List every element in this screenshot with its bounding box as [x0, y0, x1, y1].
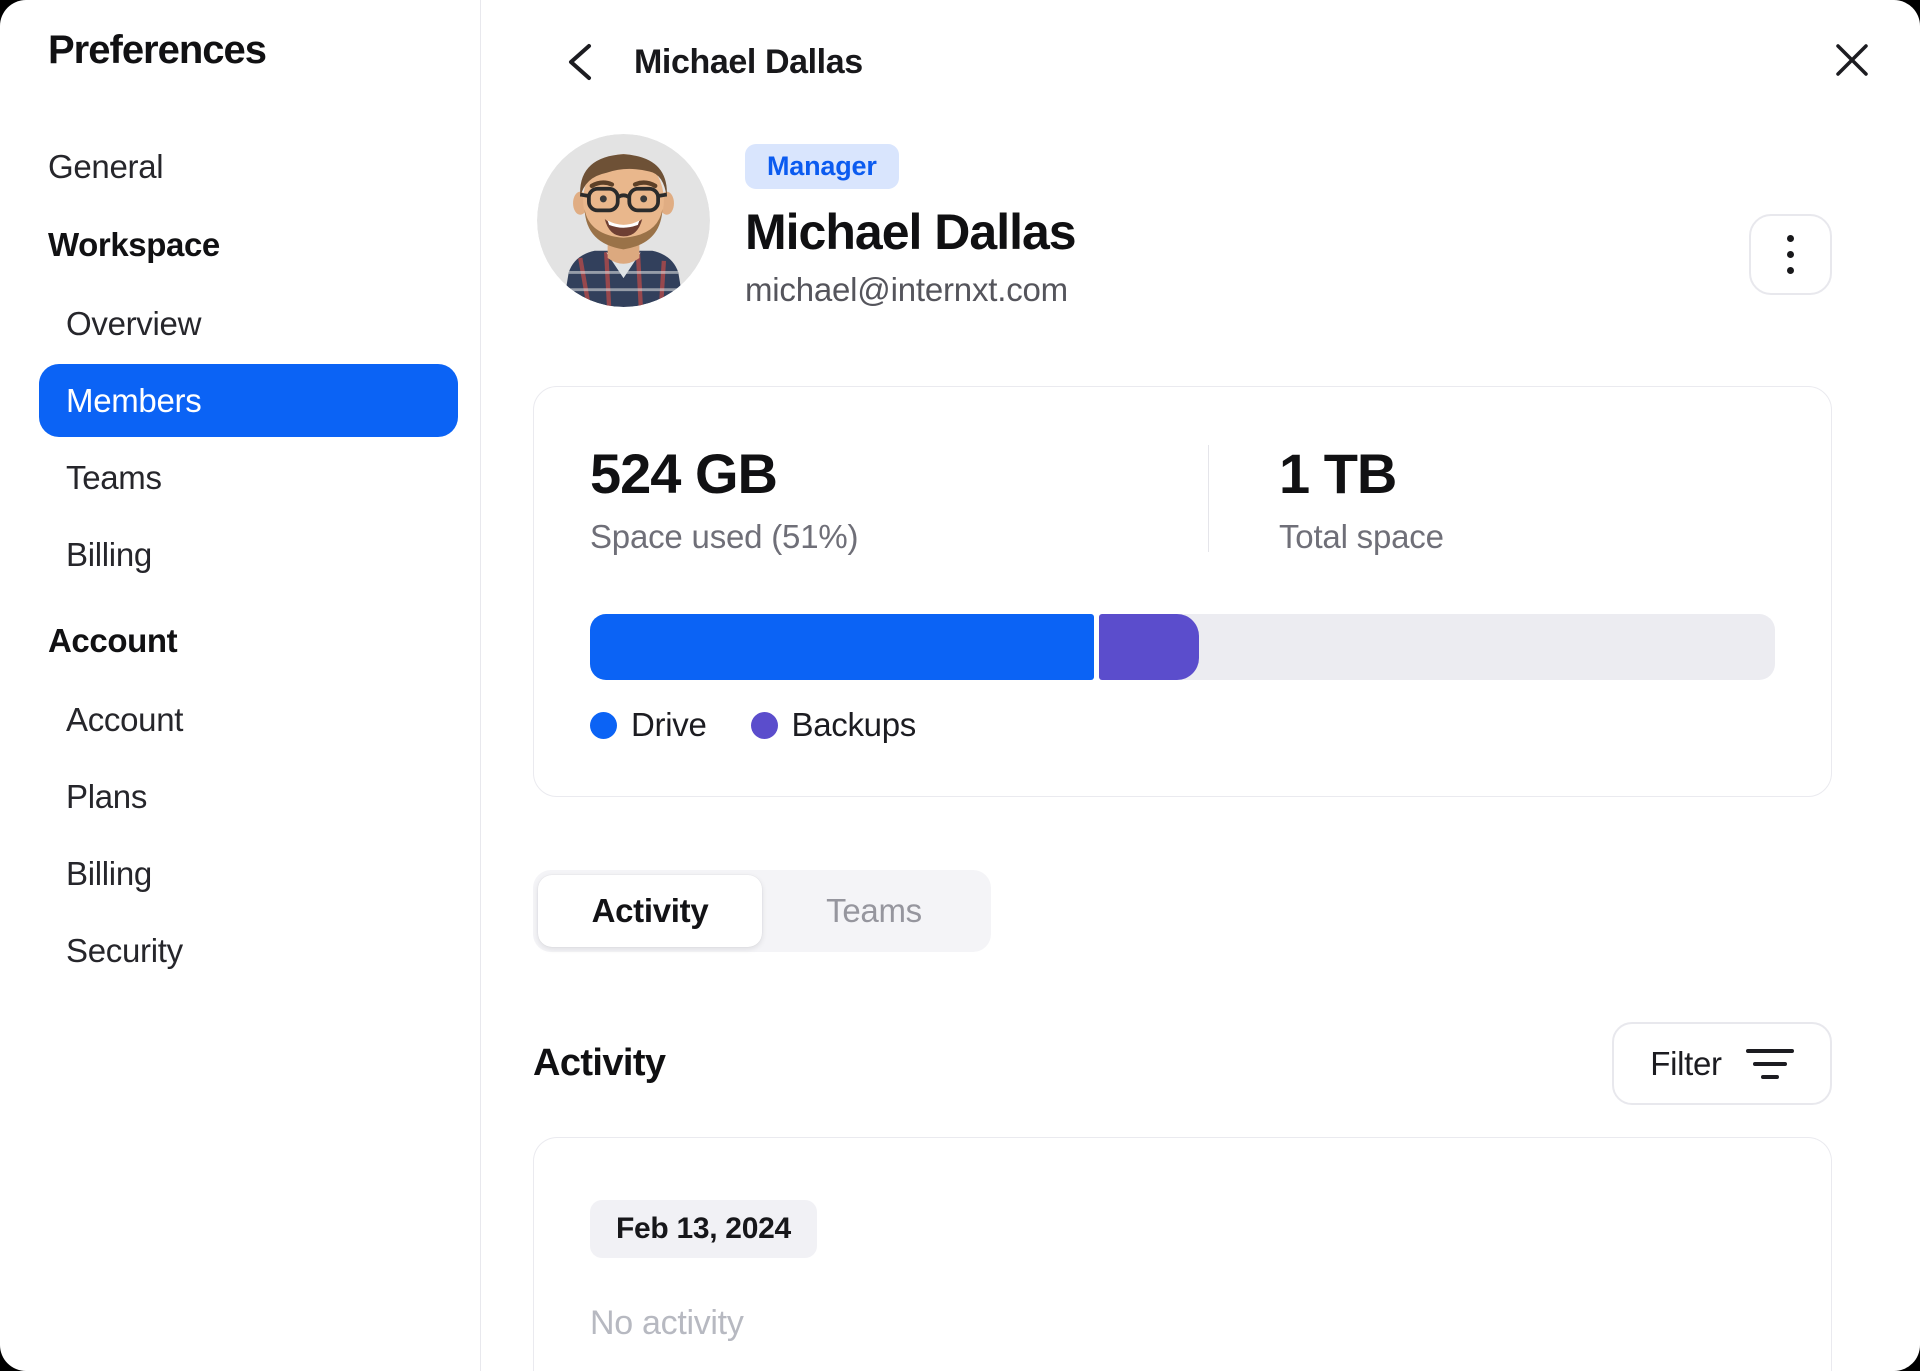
page-title: Michael Dallas — [634, 42, 863, 81]
usage-segment-backups — [1098, 614, 1200, 680]
activity-date-chip: Feb 13, 2024 — [590, 1200, 817, 1258]
member-detail-header: Michael Dallas — [533, 32, 1868, 92]
avatar — [537, 134, 710, 307]
sidebar: Preferences General Workspace Overview Memb… — [0, 0, 481, 1371]
sidebar-item-billing[interactable]: Billing — [66, 854, 152, 892]
total-space-label: Total space — [1279, 518, 1444, 555]
filter-button-label: Filter — [1650, 1044, 1722, 1082]
profile-name: Michael Dallas — [745, 204, 1077, 260]
sidebar-item-plans[interactable]: Plans — [66, 777, 148, 815]
activity-card: Feb 13, 2024 No activity — [533, 1137, 1832, 1371]
legend-label: Drive — [631, 706, 707, 743]
sidebar-item-teams[interactable]: Teams — [66, 458, 162, 496]
sidebar-items: General Workspace Overview Members Teams Bill… — [39, 139, 458, 987]
role-badge: Manager — [745, 144, 899, 189]
activity-section-header: Activity Filter — [533, 1022, 1832, 1105]
usage-legend: Drive Backups — [590, 706, 1775, 744]
usage-segment-drive — [590, 614, 1094, 680]
chevron-left-icon — [565, 40, 595, 84]
close-icon — [1833, 41, 1871, 79]
back-button[interactable] — [558, 40, 602, 84]
sidebar-item-billing[interactable]: Billing — [66, 535, 152, 573]
tab-teams[interactable]: Teams — [826, 892, 922, 929]
sidebar-item-general[interactable]: General — [48, 148, 164, 185]
backups-legend-dot-icon — [750, 711, 778, 739]
member-profile: Manager Michael Dallas michael@internxt.… — [533, 134, 1832, 309]
storage-card: 524 GB Space used (51%) 1 TB Total space… — [533, 386, 1832, 797]
sidebar-item-account: Account — [48, 622, 178, 659]
sidebar-item-workspace: Workspace — [48, 226, 220, 263]
member-detail-panel: Michael Dallas — [481, 0, 1920, 1371]
total-space-value: 1 TB — [1279, 442, 1397, 505]
sidebar-item-security[interactable]: Security — [66, 931, 183, 969]
profile-info: Manager Michael Dallas michael@internxt.… — [745, 134, 1077, 309]
stat-divider — [1208, 445, 1209, 552]
sidebar-title: Preferences — [48, 28, 267, 72]
profile-email: michael@internxt.com — [745, 271, 1068, 308]
close-button[interactable] — [1828, 36, 1876, 84]
sidebar-item-account[interactable]: Account — [66, 700, 184, 738]
sidebar-item-overview[interactable]: Overview — [66, 304, 202, 342]
filter-button[interactable]: Filter — [1612, 1022, 1832, 1105]
usage-track — [1098, 614, 1775, 680]
legend-item-backups: Backups — [750, 706, 917, 744]
storage-stats: 524 GB Space used (51%) 1 TB Total space — [590, 441, 1775, 556]
activity-heading: Activity — [533, 1042, 666, 1084]
storage-usage-bar — [590, 614, 1775, 680]
legend-item-drive: Drive — [590, 706, 707, 744]
member-options-button[interactable] — [1749, 214, 1832, 295]
activity-empty-text: No activity — [590, 1304, 744, 1342]
kebab-menu-icon — [1787, 235, 1794, 242]
legend-label: Backups — [791, 706, 917, 743]
space-used-value: 524 GB — [590, 442, 778, 505]
drive-legend-dot-icon — [590, 711, 617, 739]
sidebar-item-members[interactable]: Members — [39, 364, 458, 437]
filter-icon — [1745, 1048, 1794, 1079]
detail-tabs: Activity Teams — [533, 870, 991, 952]
tab-activity[interactable]: Activity — [538, 875, 762, 947]
space-used-stat: 524 GB Space used (51%) — [590, 441, 1208, 556]
total-space-stat: 1 TB Total space — [1209, 441, 1444, 556]
space-used-label: Space used (51%) — [590, 518, 859, 555]
